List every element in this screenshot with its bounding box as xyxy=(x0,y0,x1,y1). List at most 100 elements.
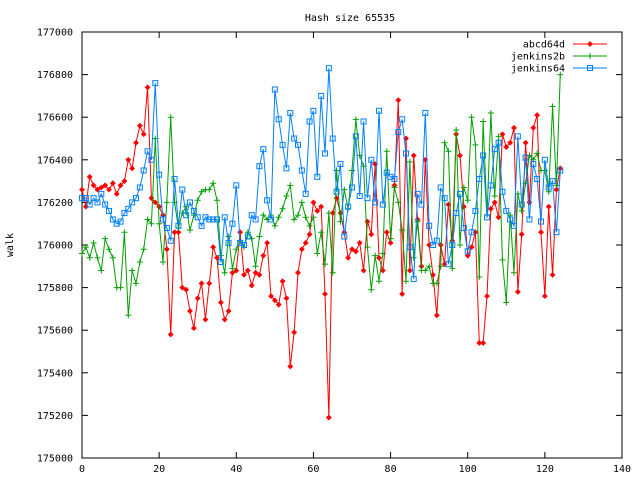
data-point-jenkins64 xyxy=(403,150,409,157)
data-point-jenkins2b xyxy=(549,103,556,110)
data-point-jenkins64 xyxy=(352,133,359,140)
data-point-jenkins64 xyxy=(480,152,487,159)
data-point-jenkins64 xyxy=(167,237,174,244)
data-point-jenkins2b xyxy=(495,133,502,140)
data-point-jenkins64 xyxy=(156,171,163,178)
data-point-jenkins64 xyxy=(194,214,201,221)
data-point-abcd64d xyxy=(133,139,139,146)
y-tick-label: 176400 xyxy=(37,155,73,166)
data-point-jenkins64 xyxy=(79,195,85,202)
series-jenkins2b xyxy=(79,71,564,319)
data-point-abcd64d xyxy=(314,207,321,214)
data-point-jenkins2b xyxy=(260,212,267,219)
data-point-jenkins2b xyxy=(499,256,506,263)
data-point-jenkins2b xyxy=(491,193,498,200)
data-point-jenkins64 xyxy=(187,199,193,206)
data-point-jenkins64 xyxy=(106,207,112,214)
data-point-jenkins2b xyxy=(82,244,89,251)
data-point-jenkins64 xyxy=(441,195,448,202)
data-point-abcd64d xyxy=(476,340,483,346)
data-point-jenkins64 xyxy=(322,150,328,157)
data-point-jenkins64 xyxy=(491,146,498,153)
legend-marker-jenkins64 xyxy=(587,65,593,71)
data-point-abcd64d xyxy=(499,131,506,138)
data-point-jenkins64 xyxy=(437,184,444,191)
data-point-jenkins64 xyxy=(557,167,564,174)
x-tick-label: 80 xyxy=(385,464,397,475)
data-point-abcd64d xyxy=(352,248,359,255)
data-point-abcd64d xyxy=(291,329,298,336)
data-point-abcd64d xyxy=(98,184,105,191)
data-point-abcd64d xyxy=(279,278,286,285)
data-point-abcd64d xyxy=(90,182,97,189)
data-point-jenkins64 xyxy=(287,109,294,116)
data-point-jenkins2b xyxy=(148,220,155,227)
data-point-abcd64d xyxy=(140,131,147,138)
data-point-abcd64d xyxy=(244,267,251,274)
data-point-jenkins64 xyxy=(541,156,548,163)
data-point-jenkins64 xyxy=(221,214,228,221)
data-point-abcd64d xyxy=(487,205,494,212)
data-point-jenkins64 xyxy=(314,173,321,180)
data-point-jenkins2b xyxy=(102,235,109,242)
data-point-abcd64d xyxy=(507,139,514,146)
data-point-jenkins64 xyxy=(426,222,433,229)
data-point-jenkins2b xyxy=(453,126,460,133)
data-point-abcd64d xyxy=(117,182,124,189)
data-point-jenkins2b xyxy=(283,193,290,200)
data-point-jenkins2b xyxy=(414,218,421,225)
data-point-abcd64d xyxy=(175,229,182,236)
data-point-abcd64d xyxy=(322,291,328,297)
data-point-abcd64d xyxy=(229,269,236,276)
data-point-jenkins2b xyxy=(79,250,85,257)
x-tick-label: 140 xyxy=(613,464,631,475)
data-point-jenkins64 xyxy=(472,207,479,214)
data-point-jenkins2b xyxy=(329,269,336,276)
data-point-abcd64d xyxy=(522,139,529,146)
data-point-jenkins2b xyxy=(464,197,471,204)
data-point-jenkins64 xyxy=(457,190,463,197)
data-point-jenkins64 xyxy=(422,109,429,116)
data-point-abcd64d xyxy=(437,242,444,248)
legend-marker-abcd64d xyxy=(587,41,593,47)
data-point-jenkins64 xyxy=(217,259,224,266)
x-tick-label: 0 xyxy=(79,464,85,475)
y-tick-label: 175800 xyxy=(37,283,73,294)
data-point-abcd64d xyxy=(206,280,213,287)
data-point-abcd64d xyxy=(109,180,116,187)
x-tick-label: 40 xyxy=(230,464,242,475)
data-point-jenkins2b xyxy=(306,222,313,229)
data-point-abcd64d xyxy=(383,229,390,236)
data-point-jenkins64 xyxy=(430,242,436,248)
data-point-jenkins64 xyxy=(117,218,124,225)
data-point-abcd64d xyxy=(549,271,556,278)
data-point-jenkins64 xyxy=(445,261,452,268)
data-point-jenkins64 xyxy=(109,216,116,223)
data-point-abcd64d xyxy=(534,112,541,118)
data-point-jenkins2b xyxy=(372,252,379,259)
data-point-jenkins64 xyxy=(345,203,352,210)
data-point-jenkins64 xyxy=(433,237,440,244)
data-point-jenkins64 xyxy=(225,239,232,246)
data-point-jenkins2b xyxy=(399,227,406,234)
chart-title: Hash size 65535 xyxy=(305,13,395,24)
data-point-jenkins64 xyxy=(399,116,406,123)
data-point-jenkins2b xyxy=(221,269,228,276)
data-point-abcd64d xyxy=(399,291,406,297)
data-point-abcd64d xyxy=(275,301,282,308)
data-point-jenkins64 xyxy=(148,156,155,163)
data-point-abcd64d xyxy=(179,284,186,291)
y-tick-label: 176600 xyxy=(37,113,73,124)
data-point-jenkins2b xyxy=(121,229,128,236)
data-point-jenkins2b xyxy=(279,205,286,212)
data-point-abcd64d xyxy=(433,312,440,319)
data-point-jenkins64 xyxy=(121,210,128,217)
data-point-jenkins2b xyxy=(352,116,359,123)
data-point-jenkins2b xyxy=(480,118,487,125)
x-tick-label: 60 xyxy=(307,464,319,475)
data-point-jenkins2b xyxy=(368,286,375,293)
data-point-jenkins2b xyxy=(325,210,332,217)
data-point-jenkins64 xyxy=(418,201,425,208)
